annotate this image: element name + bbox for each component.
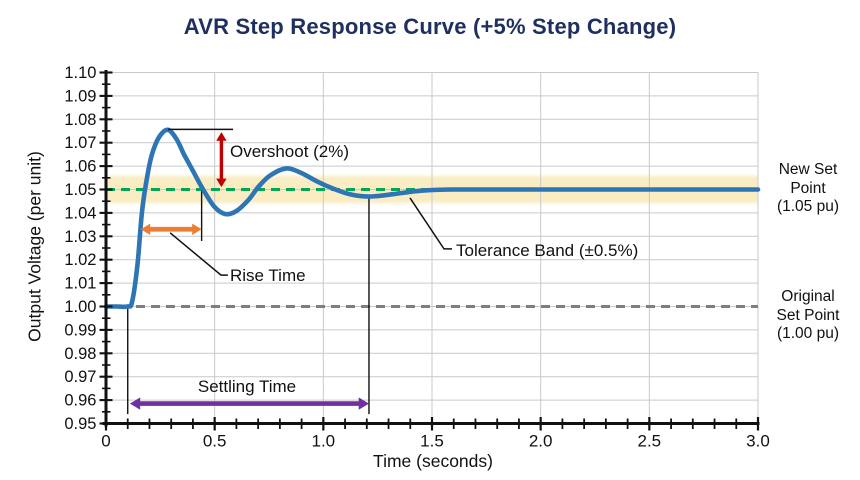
overshoot-arrow-head <box>216 132 227 141</box>
y-tick-label: 1.09 <box>64 87 96 105</box>
settling-time-arrow-head <box>129 397 141 410</box>
response-curve <box>103 127 761 310</box>
y-tick-label: 1.05 <box>64 181 96 199</box>
y-tick-label: 0.98 <box>64 345 96 363</box>
x-axis-title: Time (seconds) <box>373 451 493 471</box>
settling-time-label: Settling Time <box>197 377 297 396</box>
y-tick-label: 0.96 <box>64 392 96 410</box>
y-tick-label: 1.02 <box>64 251 96 269</box>
x-tick-label: 0.5 <box>203 432 227 451</box>
x-tick-label: 2.0 <box>529 432 553 451</box>
rise-time-arrow-head <box>192 223 202 235</box>
y-tick-label: 0.97 <box>64 368 96 386</box>
y-tick-label: 1.08 <box>64 111 96 129</box>
x-tick-label: 1.0 <box>312 432 336 451</box>
overshoot-arrow-head <box>216 178 227 188</box>
x-tick-label: 3.0 <box>746 432 770 451</box>
new-set-point-label: New Set Point (1.05 pu) <box>776 161 840 215</box>
chart-title: AVR Step Response Curve (+5% Step Change… <box>183 14 677 39</box>
y-tick-label: 1.06 <box>64 158 96 176</box>
y-tick-label: 0.99 <box>64 321 96 339</box>
y-tick-label: 1.03 <box>64 228 96 246</box>
original-set-point-label: Original Set Point (1.00 pu) <box>776 288 840 342</box>
rise-time-label: Rise Time <box>230 266 306 285</box>
x-tick-label: 1.5 <box>420 432 444 451</box>
overshoot-label: Overshoot (2%) <box>230 142 350 161</box>
settling-time-arrow-head <box>358 397 369 410</box>
y-axis-title: Output Voltage (per unit) <box>24 151 45 342</box>
y-tick-label: 1.04 <box>64 204 96 222</box>
y-tick-label: 1.10 <box>64 64 96 82</box>
y-tick-label: 0.95 <box>64 415 96 433</box>
rise-time-arrow-head <box>140 223 151 235</box>
x-tick-label: 0 <box>101 432 110 451</box>
tolerance-band-label: Tolerance Band (±0.5%) <box>456 241 639 260</box>
y-tick-label: 1.07 <box>64 134 96 152</box>
rise-time-leader <box>169 232 228 276</box>
y-tick-label: 1.00 <box>64 298 96 316</box>
x-tick-label: 2.5 <box>638 432 662 451</box>
tolerance-band-leader <box>409 197 452 250</box>
y-tick-label: 1.01 <box>64 275 96 293</box>
